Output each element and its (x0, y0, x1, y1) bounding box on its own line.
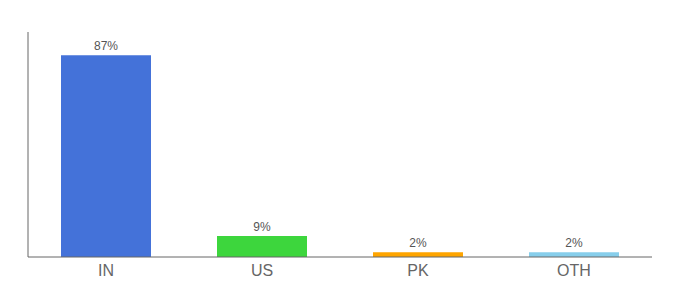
svg-text:PK: PK (407, 262, 429, 279)
svg-text:2%: 2% (565, 236, 583, 250)
svg-text:IN: IN (98, 262, 114, 279)
svg-text:US: US (251, 262, 273, 279)
svg-text:OTH: OTH (557, 262, 591, 279)
svg-text:87%: 87% (94, 39, 118, 53)
svg-text:9%: 9% (253, 220, 271, 234)
svg-text:2%: 2% (409, 236, 427, 250)
